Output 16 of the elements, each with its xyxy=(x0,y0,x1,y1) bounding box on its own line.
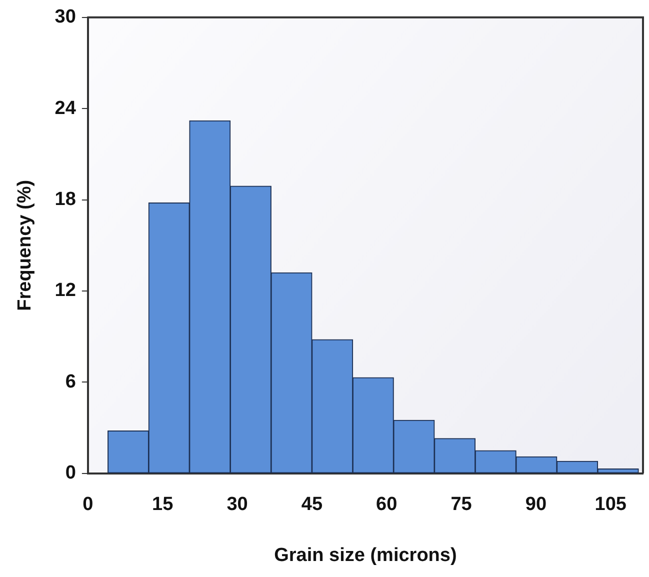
x-tick-label: 90 xyxy=(525,494,547,516)
x-tick-label: 60 xyxy=(376,494,398,516)
x-tick-label: 0 xyxy=(82,494,94,516)
x-axis-title: Grain size (microns) xyxy=(274,544,457,566)
y-tick-label: 30 xyxy=(54,6,76,28)
x-tick-label: 30 xyxy=(226,494,248,516)
y-tick-label: 0 xyxy=(65,462,76,484)
y-tick-label: 24 xyxy=(54,98,76,119)
x-tick-label: 15 xyxy=(152,494,174,516)
y-tick-label: 6 xyxy=(65,371,76,392)
y-axis-title: Frequency (%) xyxy=(14,180,36,311)
x-tick-label: 105 xyxy=(594,494,627,516)
y-tick-label: 12 xyxy=(54,280,76,302)
x-tick-label: 75 xyxy=(450,494,472,516)
y-tick-label: 18 xyxy=(54,189,76,210)
x-tick-label: 45 xyxy=(301,494,323,516)
